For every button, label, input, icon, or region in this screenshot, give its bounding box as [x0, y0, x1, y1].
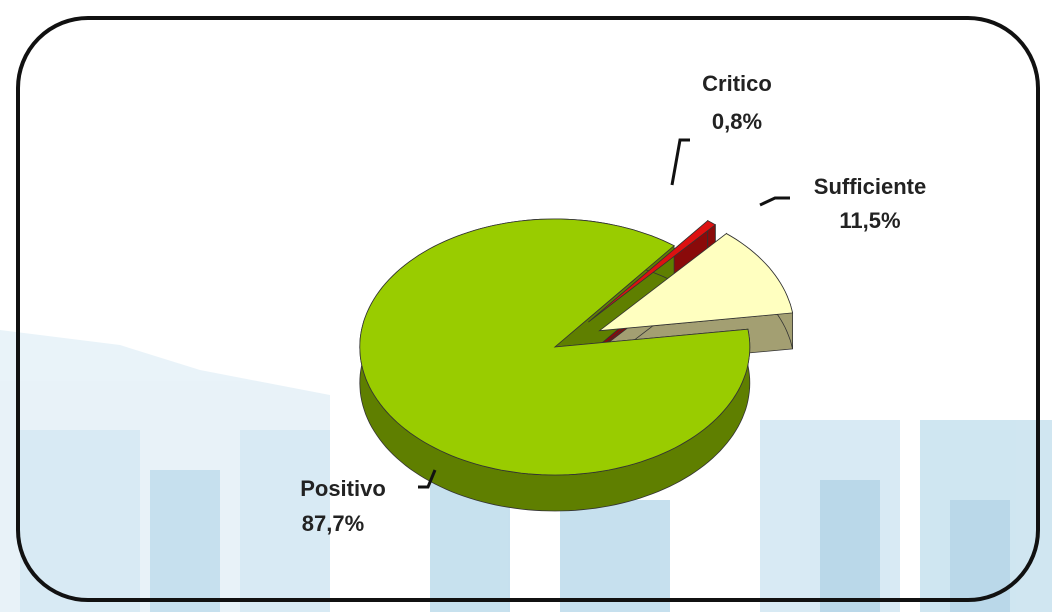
- slice-label: Sufficiente: [814, 174, 926, 199]
- background: [0, 330, 1052, 612]
- slice-value-label: 11,5%: [839, 208, 900, 233]
- slice-value-label: 87,7%: [302, 511, 364, 536]
- leaders: [418, 138, 790, 489]
- pie: [359, 218, 794, 512]
- slice-label: Positivo: [300, 476, 386, 501]
- frame: [16, 16, 1040, 602]
- slice: [359, 218, 751, 476]
- slice-value-label: 0,8%: [712, 109, 762, 134]
- slice-label: Critico: [702, 71, 772, 96]
- slice: [588, 220, 717, 323]
- slice: [598, 233, 794, 332]
